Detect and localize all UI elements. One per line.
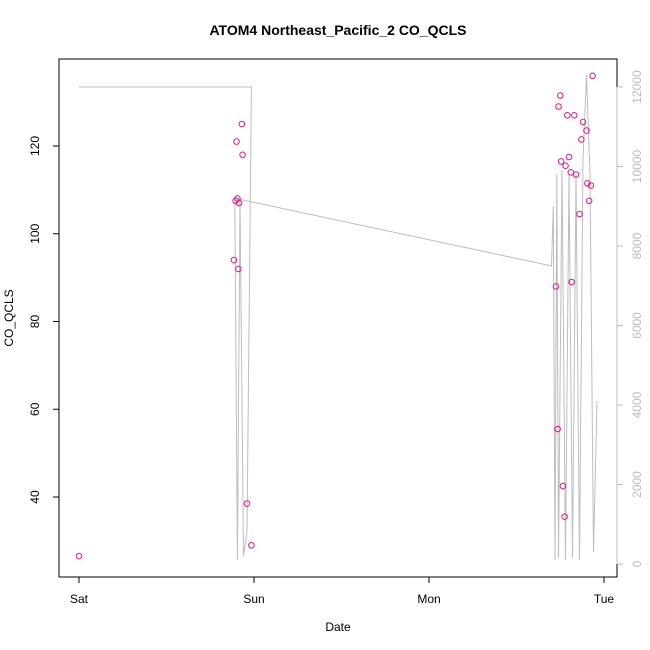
data-point <box>557 92 564 99</box>
data-point <box>554 425 561 433</box>
data-point <box>571 112 578 119</box>
y2-tick-label: 12000 <box>630 70 644 104</box>
x-axis: Sat Sun Mon Tue <box>70 576 615 606</box>
data-point <box>587 182 595 189</box>
x-tick-label: Tue <box>594 592 615 606</box>
plot-frame <box>58 58 618 578</box>
y-tick-label: 40 <box>28 490 42 504</box>
y-tick-label: 80 <box>28 315 42 329</box>
y2-tick-label: 8000 <box>630 232 644 259</box>
y-tick-label: 60 <box>28 402 42 416</box>
data-point <box>233 138 240 145</box>
y2-tick-label: 10000 <box>630 149 644 183</box>
data-point <box>568 278 575 286</box>
x-tick-label: Mon <box>417 592 440 606</box>
y-axis: 40 60 80 100 120 <box>28 136 60 504</box>
points-layer <box>75 72 596 560</box>
data-point <box>234 195 241 202</box>
data-point <box>248 542 255 549</box>
data-point <box>565 153 573 161</box>
y-tick-label: 120 <box>28 136 42 156</box>
y-axis-label: CO_QCLS <box>2 289 16 346</box>
data-point <box>579 118 587 126</box>
y2-tick-label: 4000 <box>630 391 644 418</box>
x-tick-label: Sun <box>243 592 264 606</box>
data-point <box>583 127 590 134</box>
data-point <box>235 265 242 273</box>
data-point <box>238 120 246 128</box>
data-point <box>562 162 569 169</box>
data-point <box>561 513 568 521</box>
line-layer <box>79 75 598 561</box>
data-point <box>75 552 83 560</box>
y-tick-label: 100 <box>28 223 42 243</box>
data-point <box>576 210 583 218</box>
y2-tick-label: 0 <box>630 560 644 567</box>
data-point <box>578 136 585 143</box>
y2-tick-label: 6000 <box>630 312 644 339</box>
data-point <box>243 500 251 507</box>
data-point <box>559 482 567 490</box>
data-point <box>239 151 246 159</box>
y2-tick-label: 2000 <box>630 471 644 498</box>
right-y-axis: 0 2000 4000 6000 8000 10000 12000 <box>616 70 644 567</box>
data-point <box>230 256 238 264</box>
data-point <box>564 112 571 119</box>
x-tick-label: Sat <box>70 592 89 606</box>
data-point <box>555 103 562 110</box>
data-point <box>572 171 580 178</box>
data-point <box>557 158 565 165</box>
data-point <box>584 180 591 187</box>
data-point <box>552 283 560 290</box>
data-point <box>585 197 593 205</box>
series-line <box>79 75 598 561</box>
data-point <box>589 72 596 80</box>
chart-title: ATOM4 Northeast_Pacific_2 CO_QCLS <box>209 22 466 38</box>
x-axis-label: Date <box>325 620 351 634</box>
data-point <box>235 199 243 207</box>
